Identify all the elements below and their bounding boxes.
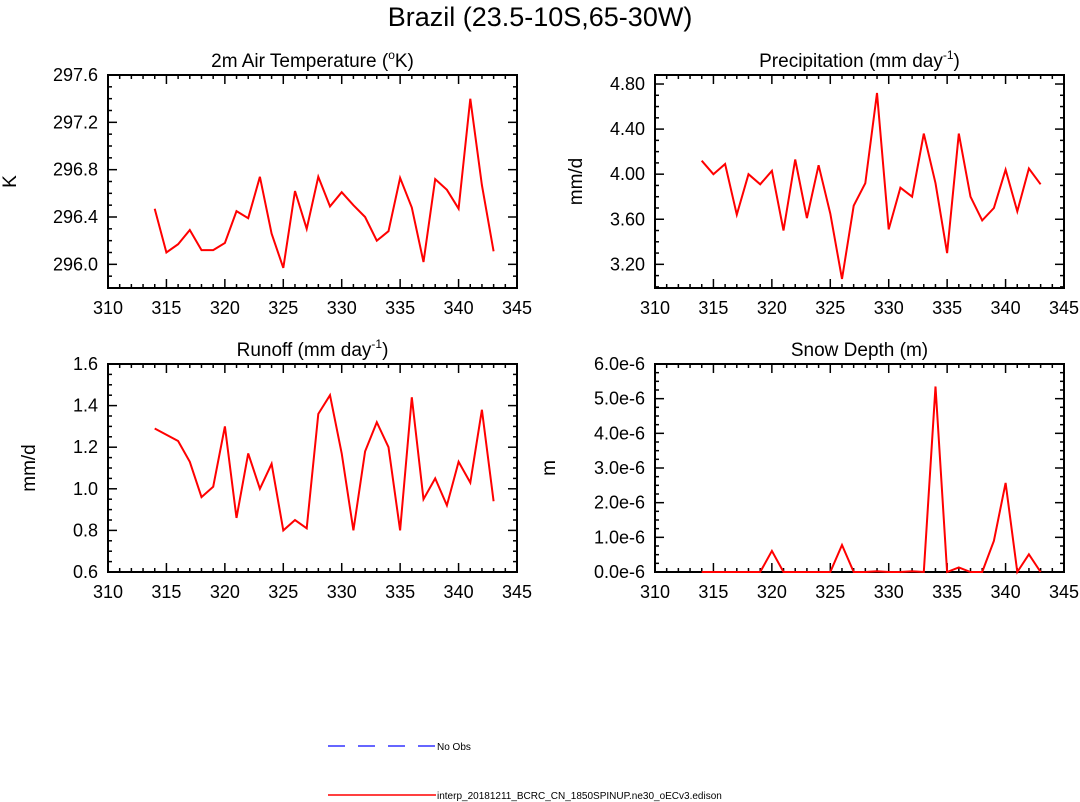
x-tick-label: 320: [210, 298, 240, 318]
x-tick-label: 345: [502, 582, 532, 602]
y-tick-label: 5.0e-6: [594, 389, 645, 409]
x-tick-label: 335: [385, 298, 415, 318]
y-tick-label: 297.6: [53, 65, 98, 85]
series-line: [153, 98, 495, 269]
y-tick-label: 4.40: [610, 119, 645, 139]
y-axis-label: mm/d: [19, 444, 40, 492]
y-tick-label: 0.0e-6: [594, 562, 645, 582]
y-tick-label: 3.20: [610, 254, 645, 274]
x-tick-label: 315: [151, 582, 181, 602]
panel-snow-depth: Snow Depth (m) 310 315 320 325 330 335 340 345 0.…: [539, 340, 1079, 602]
legend-obs-label: No Obs: [437, 742, 471, 753]
x-tick-label: 340: [991, 298, 1021, 318]
x-tick-label: 330: [874, 582, 904, 602]
panel-title-text: Snow Depth (m): [791, 340, 928, 361]
y-tick-label: 1.0: [73, 479, 98, 499]
y-tick-label: 296.8: [53, 160, 98, 180]
panel-title: Snow Depth (m): [791, 340, 928, 361]
y-tick-label: 6.0e-6: [594, 354, 645, 374]
x-tick-label: 310: [93, 298, 123, 318]
x-tick-label: 345: [1049, 298, 1079, 318]
y-tick-label: 4.80: [610, 74, 645, 94]
x-tick-label: 310: [640, 298, 670, 318]
main-title: Brazil (23.5-10S,65-30W): [387, 2, 693, 32]
x-tick-label: 315: [698, 298, 728, 318]
legend-model-label: interp_20181211_BCRC_CN_1850SPINUP.ne30_…: [437, 791, 722, 802]
x-tick-label: 325: [815, 582, 845, 602]
series-line: [700, 92, 1042, 280]
y-tick-label: 0.6: [73, 562, 98, 582]
x-tick-label: 340: [444, 582, 474, 602]
y-tick-label: 3.0e-6: [594, 458, 645, 478]
panel-title-text: Runoff (mm day: [237, 340, 372, 361]
x-tick-label: 320: [210, 582, 240, 602]
plot-frame: [654, 363, 1065, 573]
y-tick-label: 296.4: [53, 207, 98, 227]
y-tick-label: 1.6: [73, 354, 98, 374]
series-line: [154, 392, 495, 533]
x-tick-label: 310: [640, 582, 670, 602]
panel-title-superscript: -1: [371, 337, 382, 351]
x-tick-label: 340: [444, 298, 474, 318]
x-tick-label: 340: [991, 582, 1021, 602]
panel-title-suffix: K): [395, 51, 414, 72]
y-axis-label: m: [539, 460, 560, 476]
y-axis-label: K: [0, 175, 21, 188]
panel-title-text: Precipitation (mm day: [759, 51, 943, 72]
y-tick-label: 2.0e-6: [594, 493, 645, 513]
x-tick-label: 325: [815, 298, 845, 318]
y-tick-label: 297.2: [53, 112, 98, 132]
x-tick-label: 335: [385, 582, 415, 602]
y-tick-label: 296.0: [53, 254, 98, 274]
x-tick-label: 320: [757, 298, 787, 318]
x-tick-label: 345: [502, 298, 532, 318]
y-tick-label: 0.8: [73, 520, 98, 540]
panel-title-suffix: ): [954, 51, 960, 72]
panel-air-temperature: 2m Air Temperature (oK) 310 315 320 325 330 33…: [0, 48, 532, 318]
plot-frame: [107, 74, 518, 289]
x-tick-label: 320: [757, 582, 787, 602]
x-tick-label: 315: [151, 298, 181, 318]
legend: No Obs interp_20181211_BCRC_CN_1850SPINUP…: [328, 742, 722, 802]
panel-title: Runoff (mm day-1): [237, 337, 389, 361]
x-tick-label: 330: [327, 582, 357, 602]
x-tick-label: 310: [93, 582, 123, 602]
panel-runoff: Runoff (mm day-1) 310 315 320 325 330 335 340 34…: [19, 337, 532, 602]
panel-title: Precipitation (mm day-1): [759, 48, 960, 72]
panel-title-superscript: o: [388, 48, 395, 62]
y-tick-label: 4.00: [610, 164, 645, 184]
x-tick-label: 325: [268, 582, 298, 602]
x-tick-label: 330: [327, 298, 357, 318]
x-tick-label: 330: [874, 298, 904, 318]
panel-title: 2m Air Temperature (oK): [211, 48, 414, 72]
x-tick-label: 335: [932, 582, 962, 602]
x-tick-label: 315: [698, 582, 728, 602]
y-axis-label: mm/d: [566, 158, 587, 206]
plot-frame: [654, 74, 1065, 289]
y-tick-label: 1.0e-6: [594, 527, 645, 547]
y-tick-label: 1.2: [73, 437, 98, 457]
x-tick-label: 325: [268, 298, 298, 318]
panel-title-text: 2m Air Temperature (: [211, 51, 389, 72]
panel-title-superscript: -1: [943, 48, 954, 62]
series-line: [701, 386, 1042, 575]
y-tick-label: 1.4: [73, 396, 98, 416]
y-tick-label: 3.60: [610, 209, 645, 229]
panel-precipitation: Precipitation (mm day-1) 310 315 320 325 330 3…: [566, 48, 1079, 318]
x-tick-label: 335: [932, 298, 962, 318]
y-tick-label: 4.0e-6: [594, 423, 645, 443]
x-tick-label: 345: [1049, 582, 1079, 602]
panel-title-suffix: ): [382, 340, 388, 361]
